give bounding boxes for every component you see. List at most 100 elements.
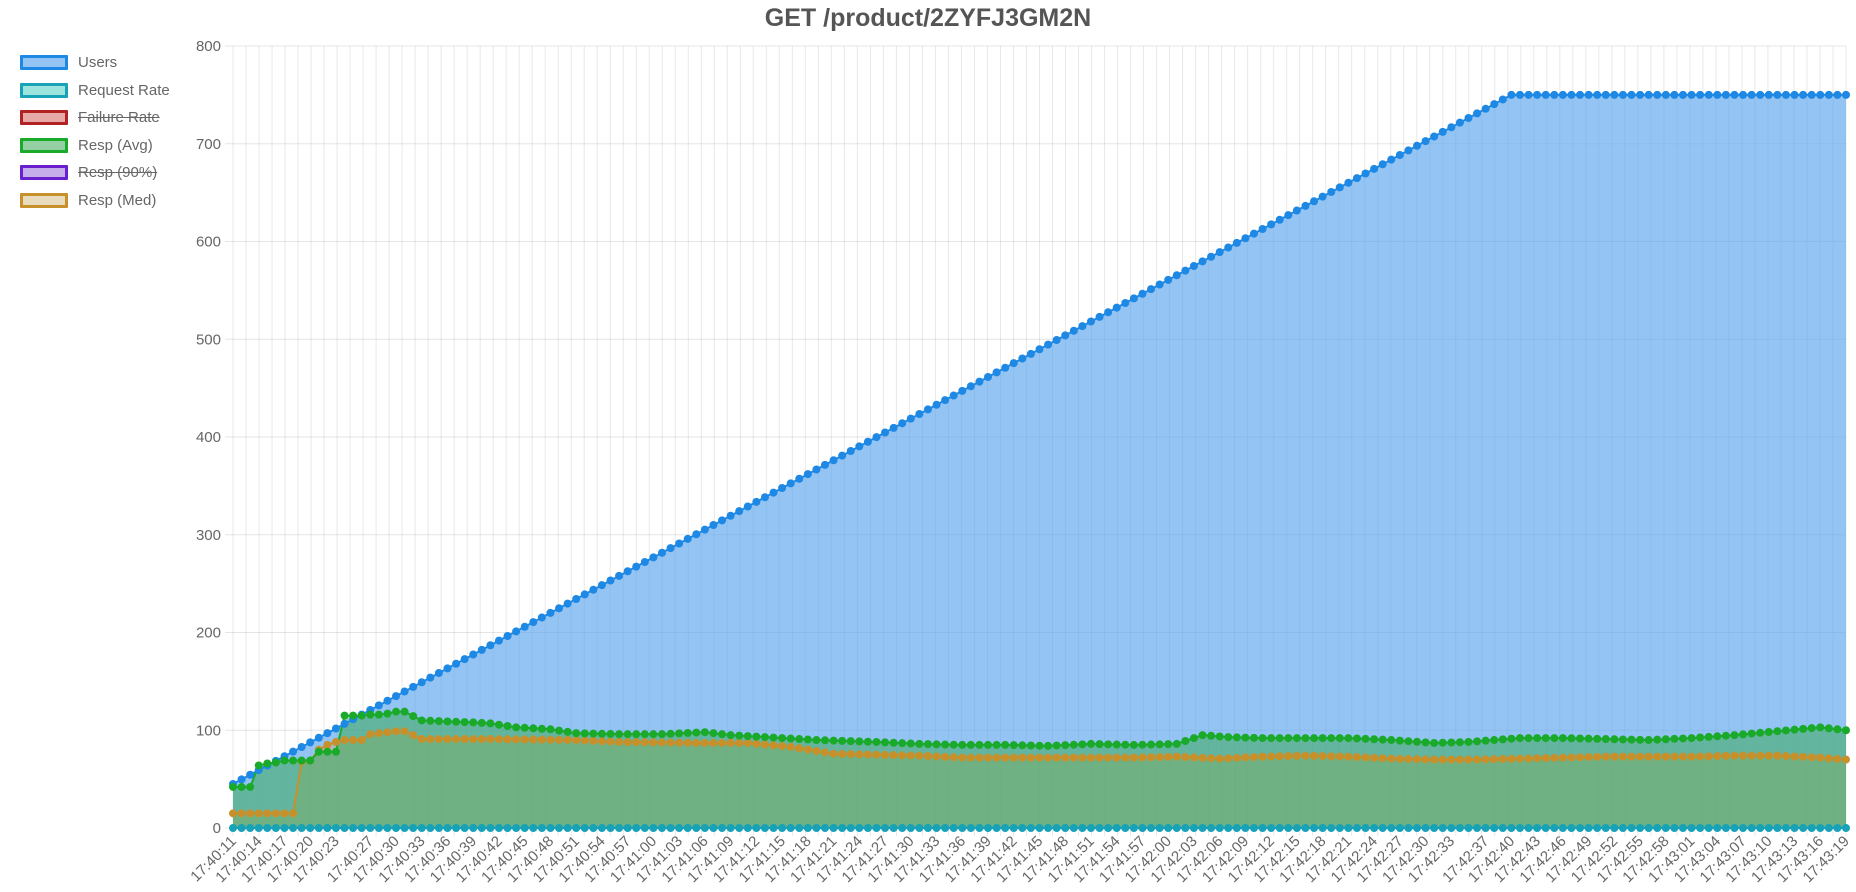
data-point-resp-avg[interactable] xyxy=(829,736,838,745)
data-point-request-rate[interactable] xyxy=(572,824,581,832)
data-point-users[interactable] xyxy=(923,405,932,414)
data-point-resp-med[interactable] xyxy=(752,739,761,748)
data-point-request-rate[interactable] xyxy=(1155,824,1164,832)
data-point-users[interactable] xyxy=(529,618,538,627)
data-point-users[interactable] xyxy=(1730,90,1739,99)
data-point-users[interactable] xyxy=(1378,160,1387,169)
data-point-resp-avg[interactable] xyxy=(1515,734,1524,743)
data-point-resp-avg[interactable] xyxy=(1447,738,1456,747)
data-point-request-rate[interactable] xyxy=(1370,824,1379,832)
data-point-request-rate[interactable] xyxy=(289,824,298,832)
data-point-request-rate[interactable] xyxy=(821,824,830,832)
data-point-request-rate[interactable] xyxy=(906,824,915,832)
data-point-users[interactable] xyxy=(537,613,546,622)
data-point-users[interactable] xyxy=(1069,326,1078,335)
data-point-users[interactable] xyxy=(1687,90,1696,99)
data-point-resp-med[interactable] xyxy=(1241,753,1250,762)
data-point-resp-med[interactable] xyxy=(1713,752,1722,761)
data-point-resp-med[interactable] xyxy=(1387,754,1396,763)
data-point-resp-med[interactable] xyxy=(1275,752,1284,761)
data-point-resp-med[interactable] xyxy=(623,738,632,747)
data-point-request-rate[interactable] xyxy=(786,824,795,832)
data-point-users[interactable] xyxy=(1129,294,1138,303)
data-point-resp-avg[interactable] xyxy=(615,730,624,739)
data-point-resp-avg[interactable] xyxy=(640,730,649,739)
data-point-resp-avg[interactable] xyxy=(555,726,564,735)
data-point-users[interactable] xyxy=(1318,192,1327,201)
data-point-resp-med[interactable] xyxy=(941,752,950,761)
data-point-request-rate[interactable] xyxy=(778,824,787,832)
data-point-resp-med[interactable] xyxy=(1035,753,1044,762)
data-point-resp-avg[interactable] xyxy=(1464,737,1473,746)
data-point-users[interactable] xyxy=(1550,90,1559,99)
data-point-users[interactable] xyxy=(1618,90,1627,99)
data-point-resp-avg[interactable] xyxy=(1430,738,1439,747)
data-point-resp-med[interactable] xyxy=(1764,751,1773,760)
data-point-request-rate[interactable] xyxy=(1721,824,1730,832)
data-point-request-rate[interactable] xyxy=(1593,824,1602,832)
data-point-users[interactable] xyxy=(932,400,941,409)
data-point-request-rate[interactable] xyxy=(752,824,761,832)
data-point-users[interactable] xyxy=(1678,90,1687,99)
data-point-request-rate[interactable] xyxy=(1464,824,1473,832)
data-point-resp-med[interactable] xyxy=(400,727,409,736)
data-point-request-rate[interactable] xyxy=(1661,824,1670,832)
data-point-resp-med[interactable] xyxy=(357,736,366,745)
data-point-request-rate[interactable] xyxy=(349,824,358,832)
data-point-request-rate[interactable] xyxy=(1361,824,1370,832)
data-point-request-rate[interactable] xyxy=(1138,824,1147,832)
data-point-resp-avg[interactable] xyxy=(1292,734,1301,743)
data-point-request-rate[interactable] xyxy=(1541,824,1550,832)
data-point-users[interactable] xyxy=(812,465,821,474)
data-point-request-rate[interactable] xyxy=(743,824,752,832)
data-point-request-rate[interactable] xyxy=(863,824,872,832)
data-point-resp-avg[interactable] xyxy=(1799,724,1808,733)
data-point-resp-med[interactable] xyxy=(649,738,658,747)
data-point-resp-med[interactable] xyxy=(1318,752,1327,761)
data-point-users[interactable] xyxy=(1198,257,1207,266)
data-point-users[interactable] xyxy=(769,488,778,497)
data-point-request-rate[interactable] xyxy=(392,824,401,832)
data-point-resp-avg[interactable] xyxy=(1533,734,1542,743)
data-point-resp-med[interactable] xyxy=(1404,754,1413,763)
data-point-resp-med[interactable] xyxy=(872,750,881,759)
data-point-users[interactable] xyxy=(1035,345,1044,354)
data-point-users[interactable] xyxy=(1044,340,1053,349)
data-point-request-rate[interactable] xyxy=(1747,824,1756,832)
data-point-resp-med[interactable] xyxy=(821,748,830,757)
data-point-users[interactable] xyxy=(615,571,624,580)
data-point-resp-med[interactable] xyxy=(1112,753,1121,762)
data-point-resp-med[interactable] xyxy=(1335,752,1344,761)
data-point-users[interactable] xyxy=(1387,155,1396,164)
data-point-resp-avg[interactable] xyxy=(1601,735,1610,744)
data-point-users[interactable] xyxy=(941,396,950,405)
data-point-resp-avg[interactable] xyxy=(520,723,529,732)
data-point-request-rate[interactable] xyxy=(417,824,426,832)
data-point-resp-med[interactable] xyxy=(1224,754,1233,763)
data-point-users[interactable] xyxy=(881,428,890,437)
data-point-users[interactable] xyxy=(1086,317,1095,326)
data-point-request-rate[interactable] xyxy=(1224,824,1233,832)
data-point-request-rate[interactable] xyxy=(1713,824,1722,832)
data-point-resp-avg[interactable] xyxy=(1421,738,1430,747)
data-point-users[interactable] xyxy=(1430,132,1439,141)
data-point-request-rate[interactable] xyxy=(546,824,555,832)
data-point-resp-avg[interactable] xyxy=(306,756,315,765)
data-point-resp-avg[interactable] xyxy=(1790,725,1799,734)
data-point-users[interactable] xyxy=(1490,100,1499,109)
data-point-users[interactable] xyxy=(821,460,830,469)
data-point-resp-avg[interactable] xyxy=(512,723,521,732)
data-point-resp-med[interactable] xyxy=(1344,752,1353,761)
data-point-resp-avg[interactable] xyxy=(606,729,615,738)
data-point-request-rate[interactable] xyxy=(1636,824,1645,832)
data-point-request-rate[interactable] xyxy=(1447,824,1456,832)
data-point-request-rate[interactable] xyxy=(1653,824,1662,832)
data-point-users[interactable] xyxy=(392,692,401,701)
data-point-resp-med[interactable] xyxy=(1181,753,1190,762)
data-point-users[interactable] xyxy=(340,719,349,728)
data-point-resp-med[interactable] xyxy=(1584,753,1593,762)
data-point-users[interactable] xyxy=(683,534,692,543)
data-point-request-rate[interactable] xyxy=(246,824,255,832)
data-point-resp-med[interactable] xyxy=(263,809,272,818)
data-point-resp-avg[interactable] xyxy=(958,740,967,749)
